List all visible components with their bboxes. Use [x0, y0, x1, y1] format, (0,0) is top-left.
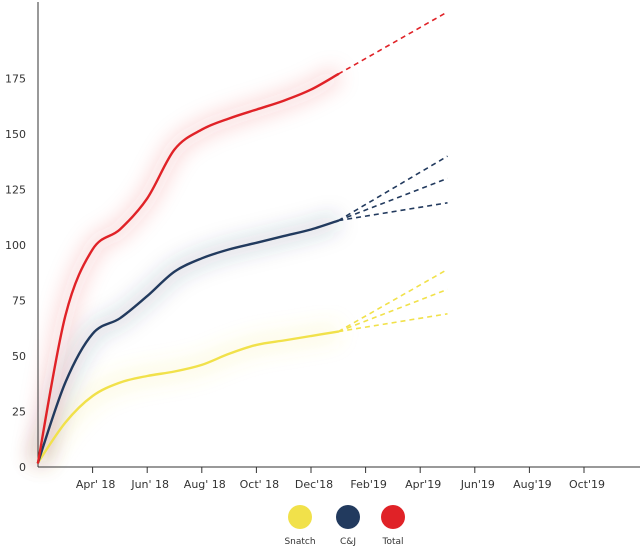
projection-line-snatch	[338, 288, 448, 333]
x-tick-label: Feb'19	[350, 478, 387, 491]
x-tick-label: Oct'19	[569, 478, 605, 491]
legend-swatch-total	[381, 505, 405, 529]
legend: Snatch C&J Total	[284, 505, 405, 547]
y-tick-label: 50	[12, 350, 26, 363]
x-tick-label: Aug'19	[513, 478, 552, 491]
series-line-snatch	[36, 330, 340, 464]
y-axis-ticks: 0 25 50 75 100 125 150 175	[5, 73, 26, 475]
x-tick-label: Oct' 18	[240, 478, 280, 491]
legend-label-snatch: Snatch	[284, 537, 315, 547]
x-tick-label: Aug' 18	[184, 478, 226, 491]
y-tick-label: 125	[5, 184, 26, 197]
legend-swatch-cj	[336, 505, 360, 529]
projection-line-total	[337, 11, 448, 75]
projection-line-snatch	[337, 268, 448, 333]
y-tick-label: 175	[5, 73, 26, 86]
y-tick-label: 75	[12, 295, 26, 308]
legend-swatch-snatch	[288, 505, 312, 529]
x-axis-ticks: Apr' 18 Jun' 18 Aug' 18 Oct' 18 Dec'18 Feb'19…	[76, 467, 605, 491]
y-tick-label: 150	[5, 128, 26, 141]
y-tick-label: 100	[5, 239, 26, 252]
projection-line-cj	[338, 202, 448, 222]
x-tick-label: Apr' 18	[76, 478, 116, 491]
legend-label-total: Total	[381, 537, 403, 547]
y-tick-label: 25	[12, 406, 26, 419]
legend-label-cj: C&J	[340, 537, 356, 547]
x-tick-label: Apr'19	[405, 478, 441, 491]
series-layer	[36, 11, 448, 464]
projection-line-cj	[338, 177, 448, 222]
series-line-cj	[36, 219, 340, 464]
x-tick-label: Jun' 18	[130, 478, 169, 491]
series-line-total	[36, 72, 340, 464]
y-tick-label: 0	[19, 461, 26, 474]
projection-line-snatch	[338, 313, 448, 333]
x-tick-label: Jun'19	[460, 478, 495, 491]
projection-line-cj	[337, 155, 448, 222]
x-tick-label: Dec'18	[295, 478, 333, 491]
